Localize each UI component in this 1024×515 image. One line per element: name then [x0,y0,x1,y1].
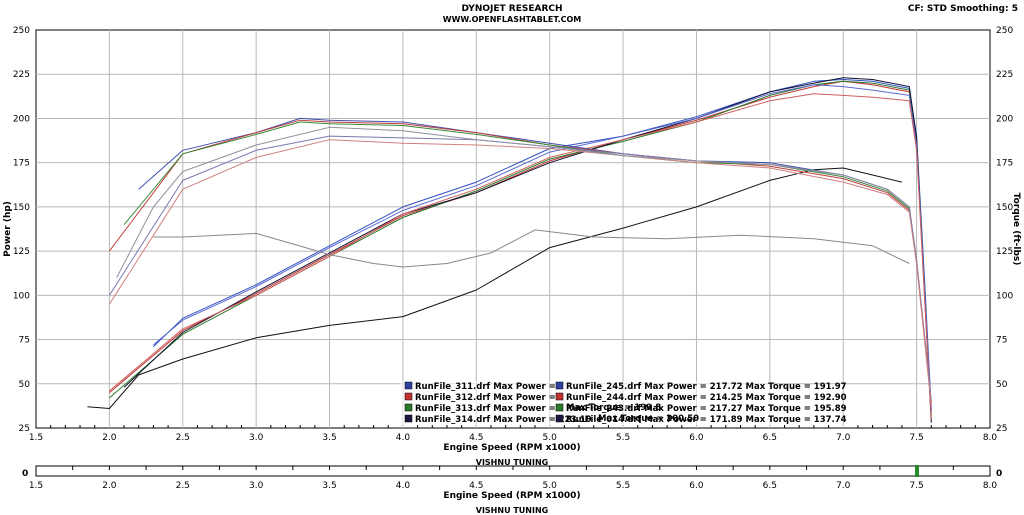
y-tick-label-left: 225 [13,70,30,80]
legend: RunFile_311.drf Max Power = RunFile_312.… [400,381,847,425]
legend-entry: RunFile_311.drf Max Power = [415,382,556,392]
x-tick-label: 7.0 [836,433,851,443]
y-tick-label-right: 100 [996,291,1013,301]
plot-frame [35,29,991,429]
y-tick-label-right: 75 [996,336,1007,346]
y-tick-label-left: 100 [13,291,30,301]
legend-swatch [404,381,413,390]
y-tick-label-left: 125 [13,247,30,257]
y-tick-label-right: 125 [996,247,1013,257]
legend-swatch [404,403,413,412]
x-tick-label-bottom: 2.5 [176,481,190,491]
y-axis-label-right: Torque (ft-lbs) [1011,193,1021,266]
footer-text: VISHNU TUNING [476,458,549,467]
series-line-torque-12 [108,139,932,406]
y-tick-label-right: 25 [996,424,1007,434]
x-tick-label: 7.5 [909,433,923,443]
x-tick-label: 6.5 [763,433,777,443]
x-tick-label: 4.0 [396,433,411,443]
y-tick-label-right: 250 [996,26,1013,36]
x-axis-label: Engine Speed (RPM x1000) [443,443,580,453]
series-line-power-6 [109,93,932,420]
range-slider[interactable]: 0 0 [22,465,1002,479]
x-tick-label-bottom: 3.5 [322,481,336,491]
y-tick-label-right: 50 [996,380,1008,390]
y-axis-label-left: Power (hp) [3,201,13,257]
x-tick-label-bottom: 7.5 [909,481,923,491]
y-tick-label-right: 200 [996,114,1013,124]
y-tick-label-right: 175 [996,159,1013,169]
y-tick-label-left: 150 [13,203,30,213]
series-line-power-7 [87,167,903,409]
x-tick-label: 6.0 [689,433,704,443]
x-axis-ticks-bottom: 1.5 2.0 2.5 3.0 3.5 4.0 4.5 5.0 5.5 6.0 6.5 7.0 7.5 8… [29,481,998,491]
legend-overlap-fragment-2: Max Torque = 200.50 [598,414,699,424]
legend-entry: RunFile_314.drf Max Power = 223.10 [415,415,592,425]
legend-entry: RunFile_312.drf Max Power = [415,393,556,403]
slider-max-label: 0 [996,469,1002,479]
x-tick-label-bottom: 6.0 [689,481,704,491]
x-tick-label: 5.0 [543,433,558,443]
x-tick-label-bottom: 3.0 [249,481,264,491]
series-line-torque-13 [116,126,910,278]
x-tick-label-bottom: 8.0 [983,481,998,491]
x-tick-label-bottom: 5.5 [616,481,630,491]
y-tick-label-left: 50 [19,380,31,390]
legend-swatch [404,392,413,401]
y-tick-label-right: 225 [996,70,1013,80]
x-tick-label: 8.0 [983,433,998,443]
legend-swatch [555,381,564,390]
x-tick-label: 1.5 [29,433,43,443]
x-tick-label-bottom: 2.0 [102,481,117,491]
correction-factor-info: CF: STD Smoothing: 5 [907,4,1018,14]
y-tick-label-left: 25 [19,424,30,434]
x-tick-label: 2.0 [102,433,117,443]
chart-subtitle: WWW.OPENFLASHTABLET.COM [442,15,582,24]
x-tick-label: 5.5 [616,433,630,443]
legend-entry: RunFile_313.drf Max Power = [415,404,556,414]
x-tick-label-bottom: 6.5 [763,481,777,491]
y-tick-label-left: 75 [19,336,30,346]
x-tick-label: 3.5 [322,433,336,443]
y-tick-label-right: 150 [996,203,1013,213]
slider-min-label: 0 [22,469,28,479]
grid-lines [36,30,990,428]
legend-entry: RunFile_244.drf Max Power = 214.25 Max T… [566,393,847,403]
slider-thumb[interactable] [915,465,919,477]
legend-entry: RunFile_014.drf Max Power = 171.89 Max T… [566,415,847,425]
footer-text-bottom: VISHNU TUNING [476,506,549,515]
x-tick-label: 2.5 [176,433,190,443]
legend-swatch [555,403,564,412]
left-axis-ticks: 25 50 75 100 125 150 175 200 225 250 [13,26,30,434]
legend-swatch [555,392,564,401]
legend-swatch [555,414,564,423]
legend-entry: RunFile_243.drf Max Power = 217.27 Max T… [566,404,847,414]
right-axis-ticks: 25 50 75 100 125 150 175 200 225 250 [996,26,1013,434]
x-tick-label: 4.5 [469,433,483,443]
y-tick-label-left: 200 [13,114,30,124]
x-tick-label-bottom: 4.0 [396,481,411,491]
legend-overlap-fragment-1: Max Torque = 199.8 [566,403,661,413]
x-axis-ticks: 1.5 2.0 2.5 3.0 3.5 4.0 4.5 5.0 5.5 6.0 6.5 7.0 7.5 8… [29,433,998,443]
x-tick-label-bottom: 1.5 [29,481,43,491]
x-axis-label-bottom: Engine Speed (RPM x1000) [443,491,580,501]
legend-entry: RunFile_245.drf Max Power = 217.72 Max T… [566,382,847,392]
x-tick-label-bottom: 7.0 [836,481,851,491]
series-line-power-5 [153,84,932,411]
series-layer [87,77,932,423]
x-tick-label: 3.0 [249,433,264,443]
series-line-torque-11 [108,135,932,402]
legend-swatch [404,414,413,423]
series-line-torque-14 [153,229,910,268]
chart-title: DYNOJET RESEARCH [461,4,563,14]
y-tick-label-left: 250 [13,26,30,36]
x-tick-label-bottom: 5.0 [543,481,558,491]
y-tick-label-left: 175 [13,159,30,169]
x-tick-label-bottom: 4.5 [469,481,483,491]
